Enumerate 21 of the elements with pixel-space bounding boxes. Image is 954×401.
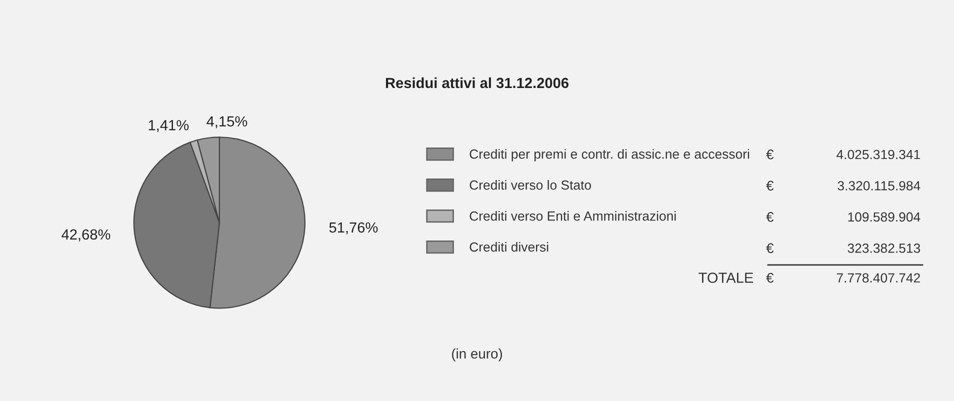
text: 4.025.319.341 xyxy=(836,150,920,160)
legend-label: Crediti per premi e contr. di assic.ne e accessori xyxy=(470,149,750,162)
text: TOTALE xyxy=(698,272,754,283)
text: 109.589.904 xyxy=(848,212,920,222)
text: 323.382.513 xyxy=(848,244,920,253)
data-label: 4,15% xyxy=(206,116,248,128)
legend-label: Crediti verso Enti e Amministrazioni xyxy=(470,211,676,221)
data-label: 1,41% xyxy=(148,120,189,132)
text: € xyxy=(766,150,774,160)
legend-label: Crediti verso lo Stato xyxy=(470,180,591,190)
chart-title: Residui attivi al 31.12.2006 xyxy=(386,77,568,88)
legend-label: Crediti diversi xyxy=(470,242,548,252)
text: 7.778.407.742 xyxy=(836,273,920,283)
text: € xyxy=(766,272,774,283)
text: € xyxy=(766,212,774,222)
text: € xyxy=(766,243,774,254)
data-label: 51,76% xyxy=(329,222,378,234)
data-label: 42,68% xyxy=(62,229,110,242)
text: 3.320.115.984 xyxy=(838,181,920,190)
text: € xyxy=(766,180,774,191)
text: (in euro) xyxy=(452,348,502,362)
